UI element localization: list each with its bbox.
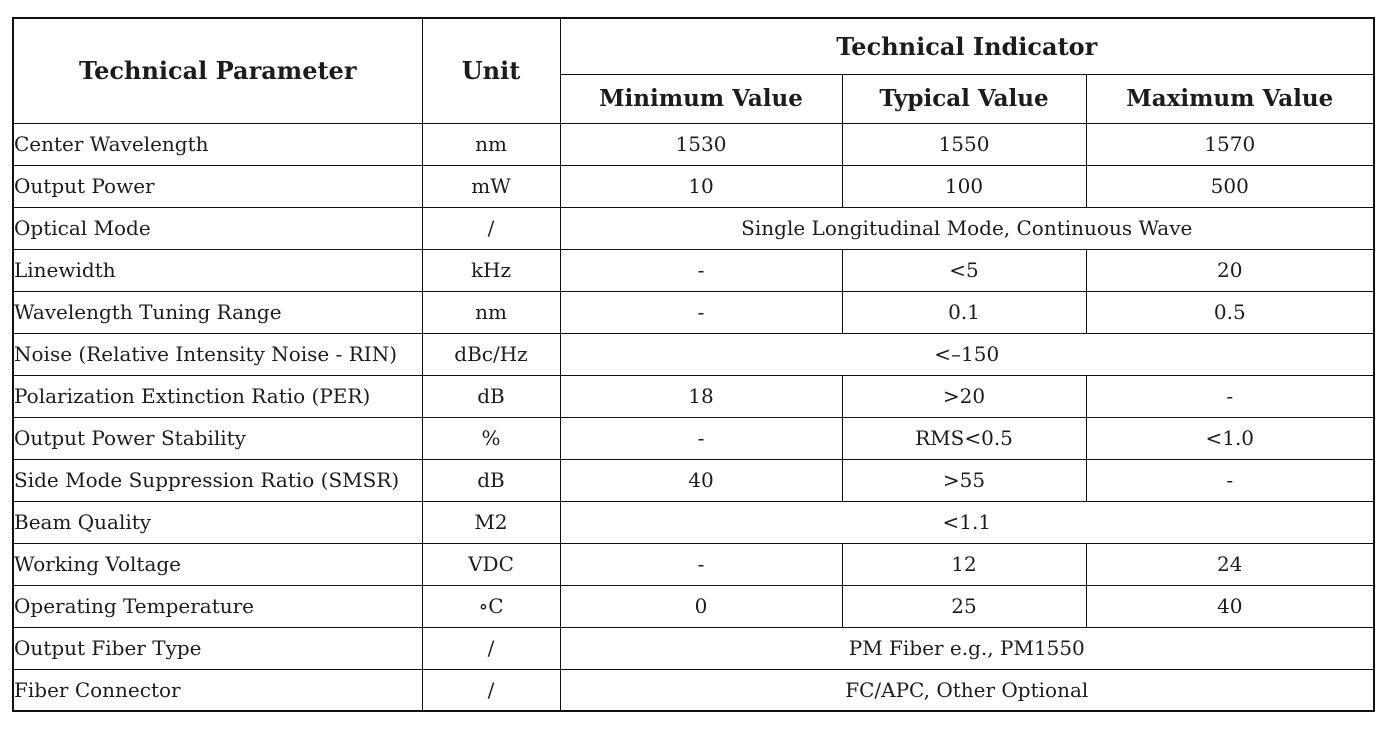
span-value-cell: <–150 <box>559 332 1375 376</box>
header-technical-indicator: Technical Indicator <box>559 17 1375 75</box>
min-value-cell: 18 <box>559 374 843 418</box>
table-row: Beam Quality M2 <1.1 <box>12 500 1375 544</box>
typ-value-cell: RMS<0.5 <box>841 416 1087 460</box>
param-cell: Side Mode Suppression Ratio (SMSR) <box>12 458 423 502</box>
span-value-cell: PM Fiber e.g., PM1550 <box>559 626 1375 670</box>
table-row: Operating Temperature ∘C 0 25 40 <box>12 584 1375 628</box>
min-value-cell: 10 <box>559 164 843 208</box>
span-value-cell: <1.1 <box>559 500 1375 544</box>
min-value-cell: - <box>559 416 843 460</box>
table-row: Output Power mW 10 100 500 <box>12 164 1375 208</box>
table-row: Wavelength Tuning Range nm -0.1 0.5 <box>12 290 1375 334</box>
table-row: Center Wavelength nm 1530 1550 1570 <box>12 122 1375 166</box>
unit-cell: kHz <box>421 248 561 292</box>
max-value-cell: - <box>1085 458 1375 502</box>
table-row: Fiber Connector / FC/APC, Other Optional <box>12 668 1375 712</box>
typ-value-cell: >20 <box>841 374 1087 418</box>
max-value-cell: 500 <box>1085 164 1375 208</box>
table-row: Working Voltage VDC -12 24 <box>12 542 1375 586</box>
unit-cell: dB <box>421 458 561 502</box>
header-typical-value: Typical Value <box>841 73 1087 124</box>
technical-spec-table: Technical Parameter Unit Technical Indic… <box>12 17 1376 712</box>
param-cell: Output Fiber Type <box>12 626 423 670</box>
unit-cell: dBc/Hz <box>421 332 561 376</box>
param-cell: Fiber Connector <box>12 668 423 712</box>
header-row-sub: Minimum Value Typical Value Maximum Valu… <box>13 73 1375 124</box>
param-cell: Center Wavelength <box>12 122 423 166</box>
typ-value-cell: <5 <box>841 248 1087 292</box>
typ-value-cell: 12 <box>841 542 1087 586</box>
typ-value-cell: 100 <box>841 164 1087 208</box>
typ-value-cell: 25 <box>841 584 1087 628</box>
min-value-cell: - <box>559 290 843 334</box>
table-row: Output Fiber Type / PM Fiber e.g., PM1550 <box>12 626 1375 670</box>
unit-cell: ∘C <box>421 584 561 628</box>
table-row: Output Power Stability% - RMS<0.5 <1.0 <box>12 416 1375 460</box>
unit-cell: / <box>421 626 561 670</box>
header-unit: Unit <box>421 17 561 124</box>
max-value-cell: 1570 <box>1085 122 1375 166</box>
typ-value-cell: >55 <box>841 458 1087 502</box>
span-value-cell: Single Longitudinal Mode, Continuous Wav… <box>559 206 1375 250</box>
unit-cell: / <box>421 206 561 250</box>
param-cell: Operating Temperature <box>12 584 423 628</box>
max-value-cell: 40 <box>1085 584 1375 628</box>
header-technical-parameter: Technical Parameter <box>12 17 423 124</box>
max-value-cell: <1.0 <box>1085 416 1375 460</box>
min-value-cell: - <box>559 248 843 292</box>
param-cell: Optical Mode <box>12 206 423 250</box>
table-row: Optical Mode / Single Longitudinal Mode, C… <box>12 206 1375 250</box>
unit-cell: nm <box>421 122 561 166</box>
param-cell: Noise (Relative Intensity Noise - RIN) <box>12 332 423 376</box>
typ-value-cell: 1550 <box>841 122 1087 166</box>
unit-cell: % <box>421 416 561 460</box>
typ-value-cell: 0.1 <box>841 290 1087 334</box>
unit-cell: VDC <box>421 542 561 586</box>
max-value-cell: 0.5 <box>1085 290 1375 334</box>
unit-cell: M2 <box>421 500 561 544</box>
span-value-cell: FC/APC, Other Optional <box>559 668 1375 712</box>
max-value-cell: - <box>1085 374 1375 418</box>
unit-cell: dB <box>421 374 561 418</box>
param-cell: Linewidth <box>12 248 423 292</box>
unit-cell: / <box>421 668 561 712</box>
table-row: Polarization Extinction Ratio (PER) dB 18 >… <box>12 374 1375 418</box>
unit-cell: nm <box>421 290 561 334</box>
param-cell: Wavelength Tuning Range <box>12 290 423 334</box>
spec-table-container: Technical Parameter Unit Technical Indic… <box>12 17 1376 712</box>
table-row: Linewidth kHz - <5 20 <box>12 248 1375 292</box>
max-value-cell: 20 <box>1085 248 1375 292</box>
max-value-cell: 24 <box>1085 542 1375 586</box>
header-minimum-value: Minimum Value <box>559 73 843 124</box>
min-value-cell: 0 <box>559 584 843 628</box>
param-cell: Output Power <box>12 164 423 208</box>
table-row: Side Mode Suppression Ratio (SMSR) dB 40 >5… <box>12 458 1375 502</box>
min-value-cell: - <box>559 542 843 586</box>
param-cell: Working Voltage <box>12 542 423 586</box>
table-row: Noise (Relative Intensity Noise - RIN) dB… <box>12 332 1375 376</box>
unit-cell: mW <box>421 164 561 208</box>
header-maximum-value: Maximum Value <box>1085 73 1375 124</box>
header-row-top: Technical Parameter Unit Technical Indic… <box>12 17 1375 124</box>
param-cell: Beam Quality <box>12 500 423 544</box>
param-cell: Output Power Stability <box>12 416 423 460</box>
param-cell: Polarization Extinction Ratio (PER) <box>12 374 423 418</box>
min-value-cell: 1530 <box>559 122 843 166</box>
min-value-cell: 40 <box>559 458 843 502</box>
